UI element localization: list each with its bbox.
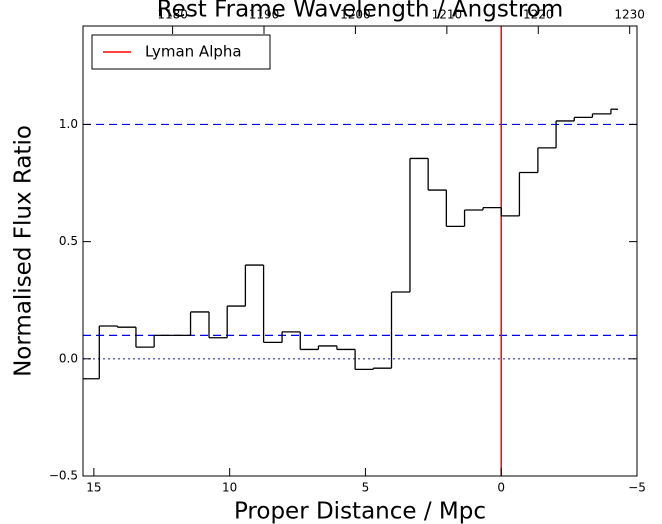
x-tick-label: −5: [628, 481, 646, 495]
y-tick-label: −0.5: [49, 469, 78, 483]
chart-title: Rest Frame Wavelength / Angstrom: [157, 0, 564, 23]
plot-area: [83, 26, 637, 476]
x-tick-label: 0: [497, 481, 505, 495]
x2-tick-label: 1200: [340, 8, 371, 22]
y-axis-label: Normalised Flux Ratio: [11, 125, 37, 377]
plot-frame: [82, 25, 638, 477]
x-tick-label: 10: [222, 481, 237, 495]
y-tick-label: 1.0: [59, 117, 78, 131]
x2-tick-label: 1220: [523, 8, 554, 22]
y-tick-label: 0.0: [59, 351, 78, 365]
x2-tick-label: 1180: [157, 8, 188, 22]
x2-tick-label: 1210: [432, 8, 463, 22]
legend-label: Lyman Alpha: [145, 43, 242, 61]
y-tick-label: 0.5: [59, 234, 78, 248]
x2-tick-label: 1190: [249, 8, 280, 22]
x-tick-label: 5: [362, 481, 370, 495]
x2-tick-label: 1230: [614, 8, 645, 22]
x-axis-label: Proper Distance / Mpc: [234, 499, 486, 524]
x-tick-label: 15: [86, 481, 101, 495]
